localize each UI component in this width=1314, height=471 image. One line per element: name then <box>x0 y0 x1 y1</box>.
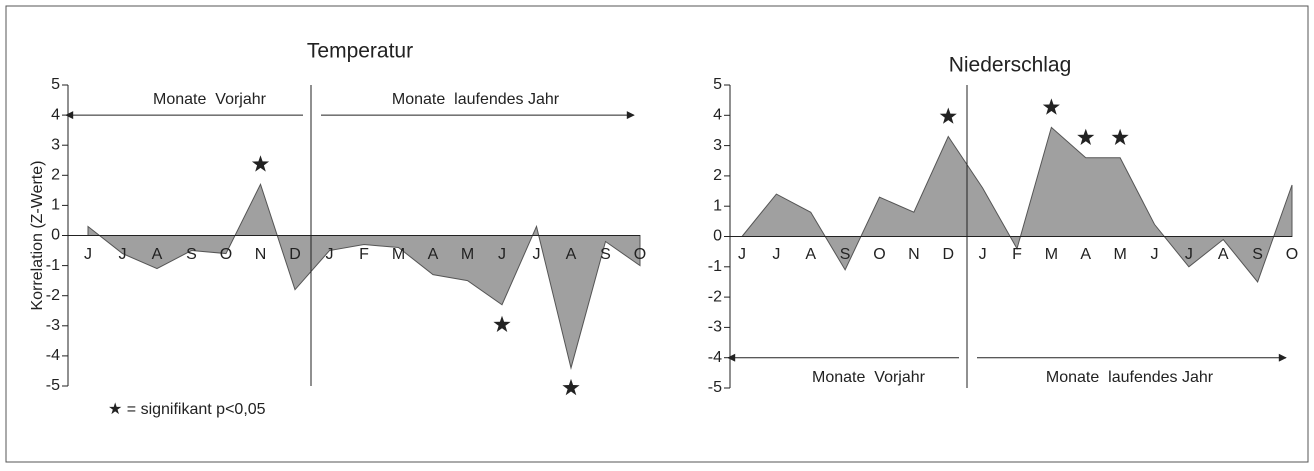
x-tick-label: J <box>119 246 127 263</box>
x-tick-label: D <box>289 246 301 263</box>
area <box>87 183 641 370</box>
x-tick-label: A <box>1080 246 1091 263</box>
annotation: Monate Vorjahr <box>153 91 267 108</box>
x-tick-label: F <box>359 246 369 263</box>
x-tick-label: A <box>1218 246 1229 263</box>
significance-star <box>251 155 270 172</box>
x-tick-label: N <box>908 246 920 263</box>
significance-star <box>1042 98 1060 115</box>
y-tick-label: -1 <box>708 258 722 275</box>
y-tick-label: 1 <box>713 197 722 214</box>
x-tick-label: J <box>533 246 541 263</box>
x-tick-label: J <box>326 246 334 263</box>
y-tick-label: 3 <box>713 137 722 154</box>
x-tick-label: J <box>1151 246 1159 263</box>
x-tick-label: A <box>566 246 577 263</box>
x-tick-label: J <box>772 246 780 263</box>
x-tick-label: N <box>255 246 267 263</box>
significance-star <box>1077 128 1095 145</box>
y-tick-label: -1 <box>46 257 60 274</box>
x-tick-label: O <box>634 246 646 263</box>
y-tick-label: 4 <box>51 106 60 123</box>
y-tick-label: -4 <box>46 347 60 364</box>
x-tick-label: O <box>1286 246 1298 263</box>
y-tick-label: 4 <box>713 107 722 124</box>
y-tick-label: 2 <box>51 167 60 184</box>
x-tick-label: J <box>1185 246 1193 263</box>
y-tick-label: 3 <box>51 136 60 153</box>
annotation: Monate laufendes Jahr <box>392 91 560 108</box>
y-tick-label: -3 <box>46 317 60 334</box>
y-tick-label: -2 <box>46 287 60 304</box>
legend: ★ = signifikant p<0,05 <box>108 401 266 418</box>
annotation: Monate Vorjahr <box>812 369 926 386</box>
x-tick-label: S <box>600 246 611 263</box>
y-tick-label: -4 <box>708 349 722 366</box>
y-tick-label: 1 <box>51 197 60 214</box>
y-tick-label: -2 <box>708 288 722 305</box>
x-tick-label: J <box>498 246 506 263</box>
x-tick-label: F <box>1012 246 1022 263</box>
annotation: Monate laufendes Jahr <box>1046 369 1214 386</box>
x-tick-label: M <box>392 246 405 263</box>
significance-star <box>939 107 957 124</box>
significance-star <box>1111 128 1129 145</box>
x-tick-label: O <box>873 246 885 263</box>
x-tick-label: A <box>805 246 816 263</box>
x-tick-label: J <box>84 246 92 263</box>
y-tick-label: -3 <box>708 319 722 336</box>
y-tick-label: -5 <box>708 379 722 396</box>
y-tick-label: 5 <box>713 76 722 93</box>
x-tick-label: M <box>461 246 474 263</box>
x-tick-label: J <box>979 246 987 263</box>
significance-star <box>562 378 580 396</box>
chart-title: Temperatur <box>307 40 413 63</box>
y-tick-label: 2 <box>713 167 722 184</box>
area <box>740 126 1293 283</box>
y-tick-label: -5 <box>46 377 60 394</box>
significance-star <box>493 315 511 332</box>
x-tick-label: M <box>1113 246 1126 263</box>
chart-title: Niederschlag <box>949 54 1072 77</box>
y-tick-label: 0 <box>713 228 722 245</box>
x-tick-label: S <box>1252 246 1263 263</box>
x-tick-label: A <box>428 246 439 263</box>
x-tick-label: J <box>738 246 746 263</box>
frame <box>5 5 1309 463</box>
x-tick-label: S <box>186 246 197 263</box>
y-tick-label: 0 <box>51 227 60 244</box>
x-tick-label: A <box>152 246 163 263</box>
x-tick-label: O <box>220 246 232 263</box>
y-axis-label: Korrelation (Z-Werte) <box>29 161 46 311</box>
y-tick-label: 5 <box>51 76 60 93</box>
x-tick-label: D <box>942 246 954 263</box>
x-tick-label: S <box>840 246 851 263</box>
x-tick-label: M <box>1045 246 1058 263</box>
